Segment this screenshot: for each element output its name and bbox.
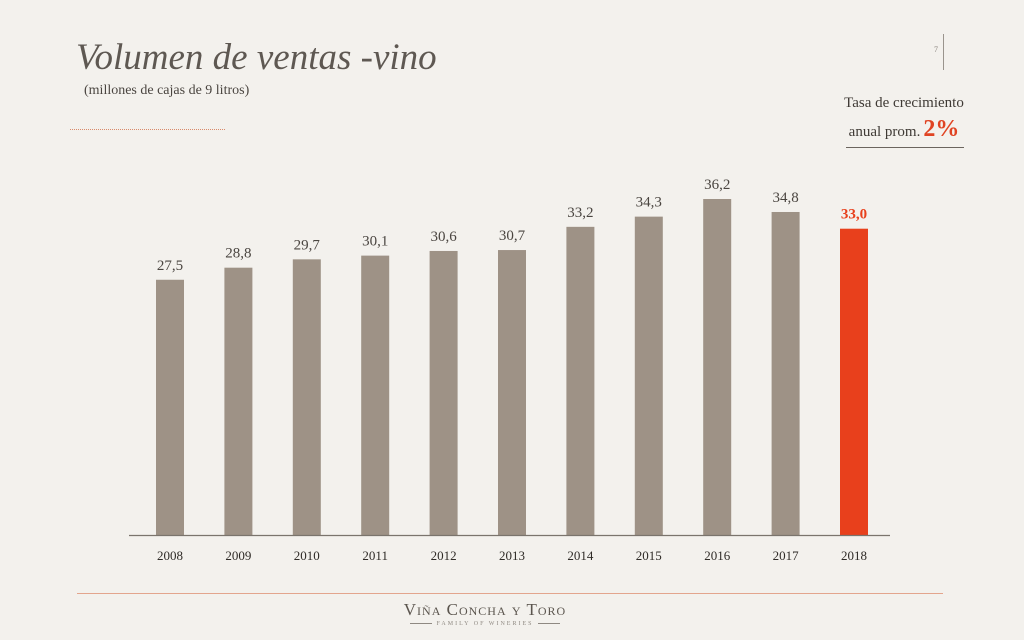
data-label-2010: 29,7 [294, 237, 321, 253]
x-tick-label-2009: 2009 [225, 548, 251, 563]
footer-divider [77, 593, 943, 594]
page-subtitle: (millones de cajas de 9 litros) [84, 83, 250, 98]
page-number: 7 [934, 45, 938, 54]
data-label-2012: 30,6 [430, 229, 457, 245]
data-label-2017: 34,8 [772, 190, 798, 206]
data-label-2011: 30,1 [362, 234, 388, 250]
logo-tagline: FAMILY OF WINERIES [380, 621, 590, 627]
company-logo: Viña Concha y Toro FAMILY OF WINERIES [380, 600, 590, 627]
page-number-divider [943, 34, 944, 70]
data-label-2013: 30,7 [499, 228, 526, 244]
data-label-2008: 27,5 [157, 258, 183, 274]
data-label-2018: 33,0 [841, 207, 867, 223]
x-tick-label-2017: 2017 [773, 548, 800, 563]
data-label-2014: 33,2 [567, 205, 593, 221]
growth-rate-line2: anual prom. 2% [836, 116, 972, 145]
growth-rate-label-line1: Tasa de crecimiento [844, 95, 964, 111]
bar-2013 [498, 250, 526, 535]
bar-2018 [840, 228, 868, 535]
x-tick-label-2008: 2008 [157, 548, 183, 563]
data-label-2016: 36,2 [704, 177, 730, 193]
growth-rate-box: Tasa de crecimiento anual prom. 2% [836, 90, 972, 145]
x-tick-label-2013: 2013 [499, 548, 525, 563]
bar-2008 [156, 279, 184, 535]
x-tick-label-2014: 2014 [567, 548, 594, 563]
logo-wordmark: Viña Concha y Toro [403, 600, 567, 619]
x-tick-label-2011: 2011 [362, 548, 388, 563]
bar-2010 [292, 259, 321, 535]
page-title: Volumen de ventas -vino [76, 37, 437, 78]
x-tick-label-2010: 2010 [294, 548, 320, 563]
data-label-2009: 28,8 [225, 246, 251, 262]
growth-rate-value: 2% [923, 116, 960, 142]
data-label-2015: 34,3 [636, 195, 662, 211]
growth-rate-label-line2: anual prom. [848, 124, 921, 140]
bar-2015 [634, 216, 663, 535]
bar-2009 [224, 267, 253, 535]
x-tick-label-2015: 2015 [636, 548, 662, 563]
bar-2014 [566, 226, 595, 535]
x-tick-label-2012: 2012 [431, 548, 457, 563]
title-divider [70, 129, 225, 130]
bar-2012 [429, 250, 458, 535]
bar-2016 [703, 199, 732, 535]
growth-rate-underline [846, 147, 964, 148]
bar-2011 [361, 255, 390, 536]
x-tick-label-2016: 2016 [704, 548, 731, 563]
bar-2017 [771, 211, 800, 535]
x-tick-label-2018: 2018 [841, 548, 867, 563]
